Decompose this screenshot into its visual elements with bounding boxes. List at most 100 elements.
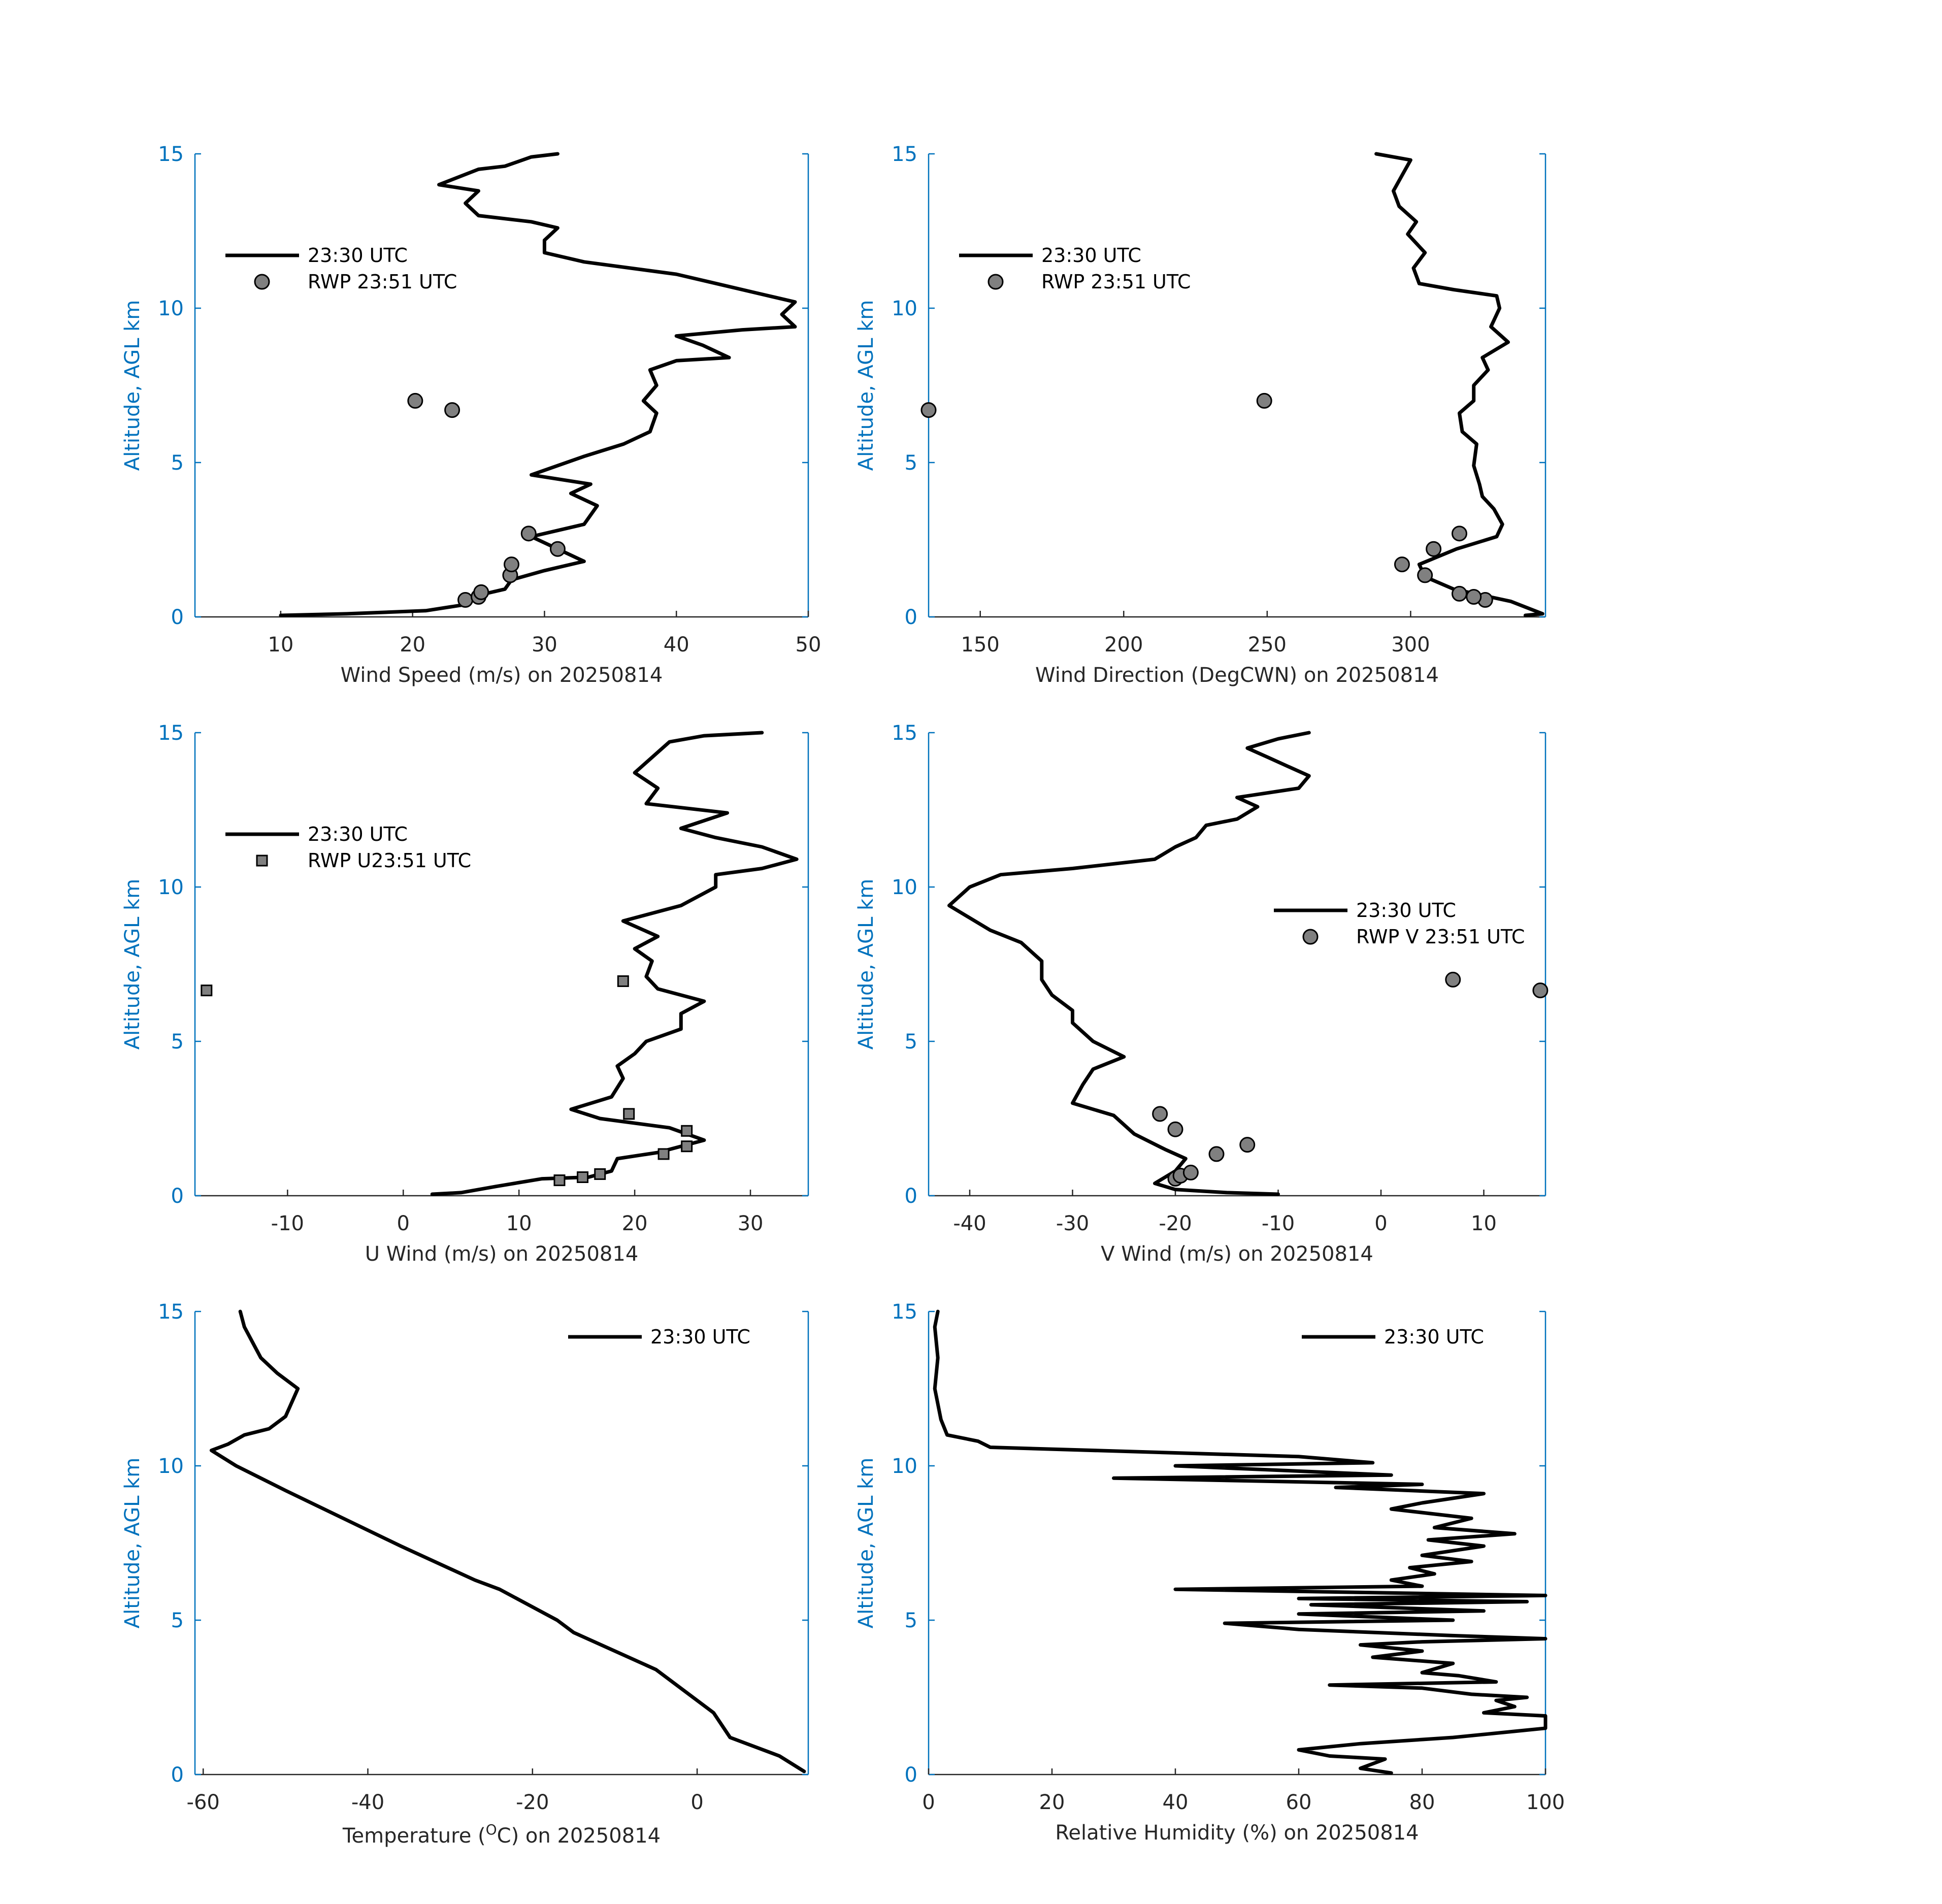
- y-tick-label: 15: [158, 143, 184, 166]
- legend: 23:30 UTC RWP 23:51 UTC: [225, 244, 457, 293]
- legend-circle-swatch: [988, 274, 1004, 290]
- y-tick-label: 15: [892, 143, 917, 166]
- x-tick-label: -20: [516, 1791, 549, 1814]
- y-axis-label: Altitude, AGL km: [854, 300, 878, 471]
- subplot-6: 0 5 10 15 0 20 40 60 80 100 Relative Humidity (%) …: [854, 1300, 1565, 1845]
- x-tick-label: 20: [400, 633, 425, 656]
- y-axis-label: Altitude, AGL km: [121, 1458, 144, 1629]
- subplot-3: 0 5 10 15 -10 0 10 20 30 U Wind (m/s) on 20250814…: [121, 721, 809, 1266]
- x-tick-label: 50: [796, 633, 821, 656]
- profile-line: [933, 1309, 1548, 1775]
- data-point-circle: [1256, 392, 1272, 409]
- profile-line: [430, 731, 799, 1196]
- data-point-circle: [1239, 1137, 1256, 1153]
- x-tick-label: -10: [271, 1212, 304, 1235]
- data-point-circle: [1445, 971, 1461, 988]
- legend: 23:30 UTC RWP U23:51 UTC: [225, 823, 471, 872]
- legend-label: RWP 23:51 UTC: [1041, 271, 1191, 293]
- legend-label: 23:30 UTC: [1384, 1326, 1484, 1348]
- legend: 23:30 UTC: [1302, 1326, 1484, 1348]
- legend-label: 23:30 UTC: [308, 823, 408, 845]
- x-tick-label: 40: [664, 633, 689, 656]
- y-axis-label: Altitude, AGL km: [854, 1458, 878, 1629]
- y-tick-label: 5: [171, 451, 184, 475]
- y-tick-label: 15: [892, 1300, 917, 1324]
- y-tick-label: 0: [905, 606, 917, 629]
- x-tick-label: 0: [1374, 1212, 1387, 1235]
- x-tick-label: 0: [690, 1791, 703, 1814]
- x-tick-label: 60: [1286, 1791, 1312, 1814]
- x-tick-label: 150: [961, 633, 1000, 656]
- data-point-circle: [549, 541, 566, 557]
- x-tick-label: 80: [1409, 1791, 1435, 1814]
- x-tick-label: -30: [1056, 1212, 1089, 1235]
- data-point-circle: [1208, 1146, 1225, 1162]
- y-tick-label: 10: [158, 1455, 184, 1478]
- y-tick-label: 10: [892, 876, 917, 899]
- data-point-circle: [1394, 556, 1410, 573]
- data-point-square: [623, 1108, 635, 1120]
- x-axis-label: Wind Direction (DegCWN) on 20250814: [1035, 664, 1439, 687]
- data-point-circle: [457, 592, 474, 608]
- data-point-square: [201, 984, 213, 997]
- data-point-square: [681, 1140, 693, 1153]
- x-axis-label: Temperature (OC) on 20250814: [342, 1821, 661, 1848]
- y-tick-label: 0: [171, 1185, 184, 1208]
- data-point-circle: [503, 556, 519, 573]
- data-point-circle: [473, 584, 489, 600]
- data-point-circle: [920, 402, 937, 418]
- x-tick-label: 100: [1526, 1791, 1565, 1814]
- x-axis-label: U Wind (m/s) on 20250814: [365, 1242, 639, 1266]
- legend-label: 23:30 UTC: [1356, 899, 1456, 922]
- data-point-square: [577, 1171, 589, 1184]
- subplot-2: 0 5 10 15 150 200 250 300 Wind Direction (DegCWN…: [854, 143, 1546, 687]
- data-point-circle: [1532, 982, 1549, 999]
- profile-line: [279, 152, 797, 617]
- x-tick-label: -10: [1262, 1212, 1295, 1235]
- x-tick-label: 0: [922, 1791, 935, 1814]
- x-tick-label: 250: [1248, 633, 1287, 656]
- x-axis-label: Relative Humidity (%) on 20250814: [1055, 1821, 1419, 1845]
- data-point-circle: [1451, 585, 1467, 602]
- legend-circle-swatch: [1302, 929, 1319, 945]
- x-tick-label: 30: [738, 1212, 764, 1235]
- x-tick-label: -40: [953, 1212, 986, 1235]
- data-point-square: [681, 1125, 693, 1137]
- x-tick-label: 20: [1039, 1791, 1065, 1814]
- data-point-circle: [1426, 541, 1442, 557]
- legend-label: RWP U23:51 UTC: [308, 849, 471, 872]
- y-tick-label: 0: [905, 1185, 917, 1208]
- y-tick-label: 0: [171, 606, 184, 629]
- y-tick-label: 5: [905, 1609, 917, 1632]
- x-tick-label: -40: [351, 1791, 384, 1814]
- y-tick-label: 5: [905, 1030, 917, 1054]
- data-point-circle: [444, 402, 460, 418]
- x-tick-label: 20: [622, 1212, 648, 1235]
- legend-square-swatch: [256, 855, 268, 867]
- legend: 23:30 UTC RWP V 23:51 UTC: [1274, 899, 1525, 948]
- y-tick-label: 0: [905, 1763, 917, 1787]
- x-tick-label: -20: [1159, 1212, 1192, 1235]
- data-point-circle: [1417, 567, 1433, 583]
- x-tick-label: 30: [532, 633, 557, 656]
- y-axis-label: Altitude, AGL km: [854, 879, 878, 1050]
- data-point-circle: [407, 392, 423, 409]
- data-point-circle: [1451, 526, 1467, 542]
- x-axis-label-part: Temperature (: [342, 1824, 486, 1848]
- x-tick-label: 40: [1163, 1791, 1189, 1814]
- data-point-circle: [1182, 1164, 1199, 1180]
- y-tick-label: 15: [158, 1300, 184, 1324]
- x-tick-label: 300: [1391, 633, 1430, 656]
- y-axis-label: Altitude, AGL km: [121, 879, 144, 1050]
- y-tick-label: 5: [171, 1030, 184, 1054]
- data-point-circle: [1167, 1121, 1183, 1137]
- x-axis-label-part: C) on 20250814: [497, 1824, 661, 1848]
- legend-label: 23:30 UTC: [650, 1326, 750, 1348]
- y-tick-label: 10: [158, 876, 184, 899]
- legend: 23:30 UTC: [568, 1326, 750, 1348]
- data-point-square: [617, 975, 629, 987]
- legend-label: RWP V 23:51 UTC: [1356, 926, 1525, 948]
- data-point-square: [657, 1148, 670, 1160]
- data-point-circle: [520, 526, 537, 542]
